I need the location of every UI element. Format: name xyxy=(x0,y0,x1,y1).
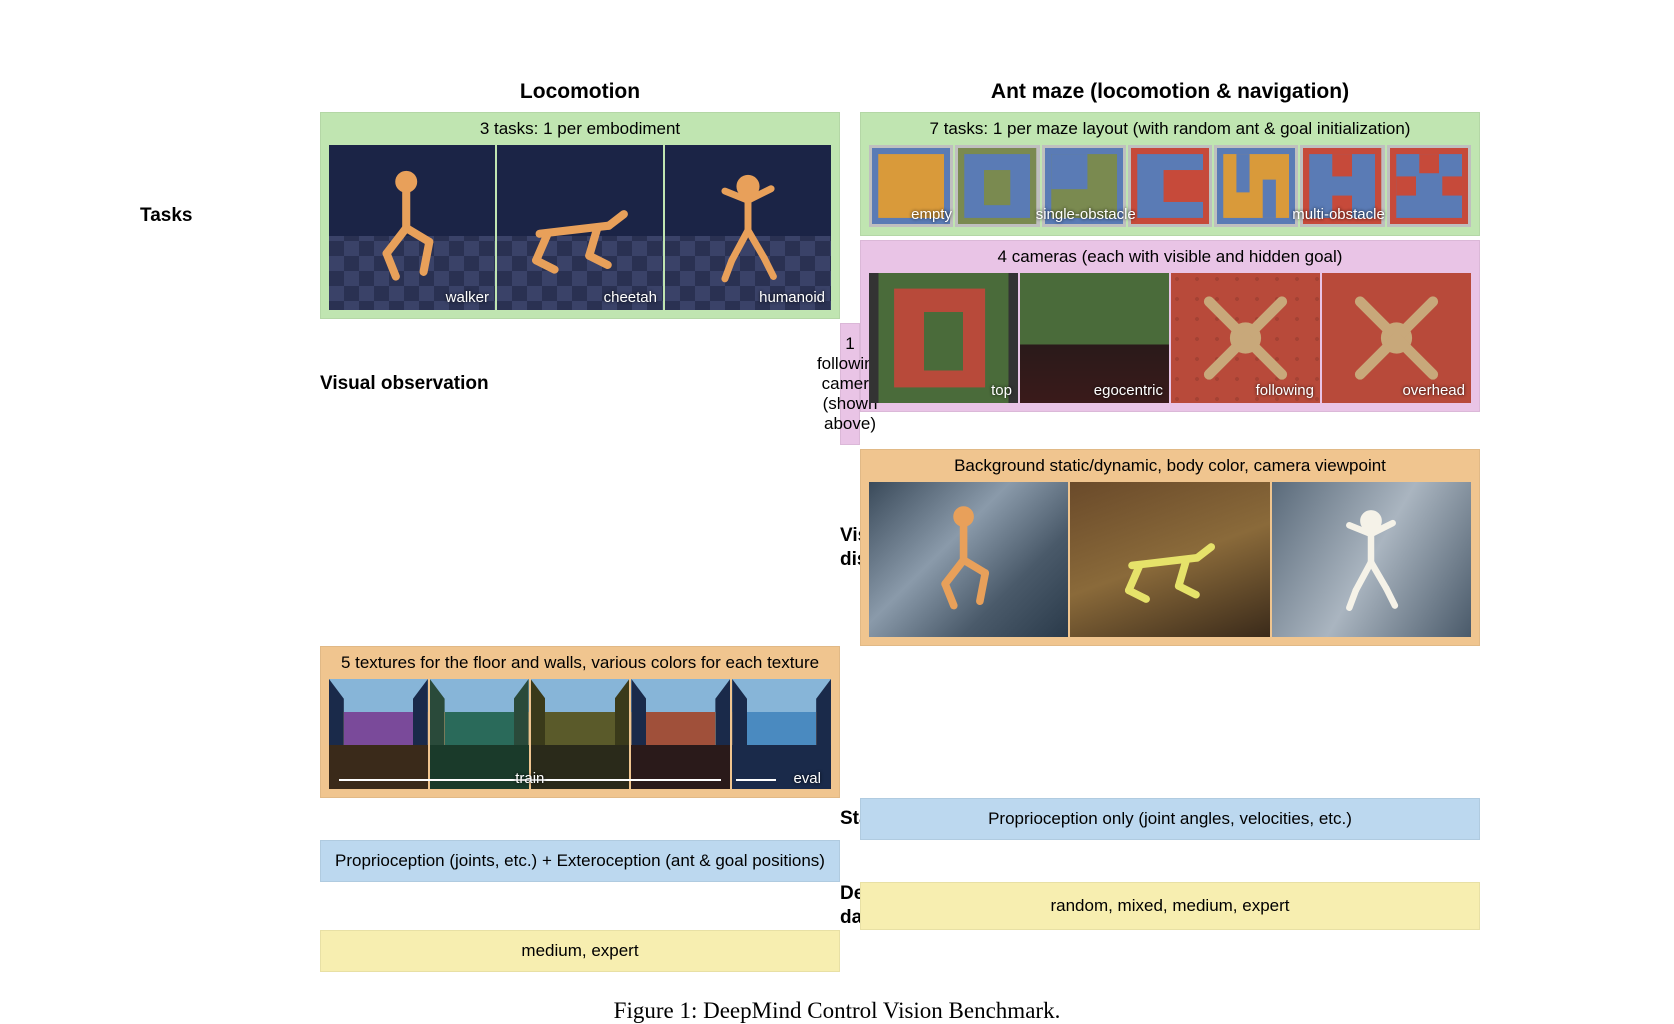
thumb-label: overhead xyxy=(1402,382,1465,399)
thumb-label: top xyxy=(991,382,1012,399)
antmaze-camera-thumb-following: following xyxy=(1171,273,1320,403)
row-label-visobs: Visual observation xyxy=(320,323,840,445)
antmaze-camera-thumb-overhead: overhead xyxy=(1322,273,1471,403)
thumb-label: cheetah xyxy=(604,289,657,306)
locomotion-distractors-thumbs xyxy=(869,482,1471,637)
maze-group-label: empty xyxy=(911,206,952,223)
locomotion-task-thumb-walker: walker xyxy=(329,145,495,310)
antmaze-camera-thumb-egocentric: egocentric xyxy=(1020,273,1169,403)
antmaze-task-thumb xyxy=(1387,145,1471,227)
figure-grid: Locomotion Ant maze (locomotion & naviga… xyxy=(140,80,1534,972)
locomotion-states-text: Proprioception only (joint angles, veloc… xyxy=(988,809,1352,829)
eval-split-bar xyxy=(736,779,776,781)
antmaze-camera-thumb-top: top xyxy=(869,273,1018,403)
thumb-label: following xyxy=(1256,382,1314,399)
antmaze-room-thumb xyxy=(329,679,428,789)
antmaze-demo-text: medium, expert xyxy=(521,941,638,961)
col-header-locomotion: Locomotion xyxy=(320,80,840,112)
antmaze-room-thumbs: train eval xyxy=(329,679,831,789)
locomotion-tasks-panel: 3 tasks: 1 per embodiment walker cheetah… xyxy=(320,112,840,319)
row-label-distractors: Visual distractors xyxy=(840,449,860,646)
antmaze-room-thumb xyxy=(631,679,730,789)
locomotion-distractor-thumb xyxy=(1070,482,1269,637)
antmaze-task-thumb xyxy=(1128,145,1212,227)
locomotion-tasks-thumbs: walker cheetah humanoid xyxy=(329,145,831,310)
antmaze-visobs-title: 4 cameras (each with visible and hidden … xyxy=(998,247,1343,267)
figure-caption: Figure 1: DeepMind Control Vision Benchm… xyxy=(140,998,1534,1024)
antmaze-tasks-title: 7 tasks: 1 per maze layout (with random … xyxy=(930,119,1411,139)
row-label-tasks: Tasks xyxy=(140,112,320,319)
locomotion-tasks-title: 3 tasks: 1 per embodiment xyxy=(480,119,680,139)
antmaze-distractors-panel: 5 textures for the floor and walls, vari… xyxy=(320,646,840,798)
figure-1: Locomotion Ant maze (locomotion & naviga… xyxy=(140,80,1534,1024)
col-header-antmaze: Ant maze (locomotion & navigation) xyxy=(860,80,1480,112)
locomotion-task-thumb-humanoid: humanoid xyxy=(665,145,831,310)
maze-group-label: multi-obstacle xyxy=(1292,206,1385,223)
antmaze-tasks-panel: 7 tasks: 1 per maze layout (with random … xyxy=(860,112,1480,236)
maze-group-label: single-obstacle xyxy=(1036,206,1136,223)
antmaze-camera-thumbs: top egocentric following overhead xyxy=(869,273,1471,403)
antmaze-task-thumb xyxy=(1214,145,1298,227)
locomotion-distractor-thumb xyxy=(1272,482,1471,637)
antmaze-tasks-thumbs: empty single-obstacle multi-obstacle xyxy=(869,145,1471,227)
locomotion-distractor-thumb xyxy=(869,482,1068,637)
thumb-label: humanoid xyxy=(759,289,825,306)
antmaze-visobs-panel: 4 cameras (each with visible and hidden … xyxy=(860,240,1480,412)
locomotion-states-panel: Proprioception only (joint angles, veloc… xyxy=(860,798,1480,840)
antmaze-right-column: 7 tasks: 1 per maze layout (with random … xyxy=(860,112,1480,445)
antmaze-room-thumb xyxy=(430,679,529,789)
antmaze-task-thumb xyxy=(955,145,1039,227)
locomotion-visobs-panel: 1 following camera (shown above) xyxy=(840,323,860,445)
antmaze-demo-panel: medium, expert xyxy=(320,930,840,972)
locomotion-demo-text: random, mixed, medium, expert xyxy=(1050,896,1289,916)
locomotion-demo-panel: random, mixed, medium, expert xyxy=(860,882,1480,930)
locomotion-task-thumb-cheetah: cheetah xyxy=(497,145,663,310)
train-label: train xyxy=(515,770,544,787)
antmaze-states-panel: Proprioception (joints, etc.) + Exteroce… xyxy=(320,840,840,882)
antmaze-states-text: Proprioception (joints, etc.) + Exteroce… xyxy=(335,851,825,871)
row-label-states: States xyxy=(840,798,860,840)
locomotion-distractors-title: Background static/dynamic, body color, c… xyxy=(954,456,1386,476)
row-label-demo: Demonstration data quality xyxy=(840,882,860,930)
eval-label: eval xyxy=(793,770,821,787)
antmaze-room-thumb xyxy=(531,679,630,789)
thumb-label: walker xyxy=(446,289,489,306)
thumb-label: egocentric xyxy=(1094,382,1163,399)
locomotion-distractors-panel: Background static/dynamic, body color, c… xyxy=(860,449,1480,646)
antmaze-distractors-title: 5 textures for the floor and walls, vari… xyxy=(341,653,819,673)
